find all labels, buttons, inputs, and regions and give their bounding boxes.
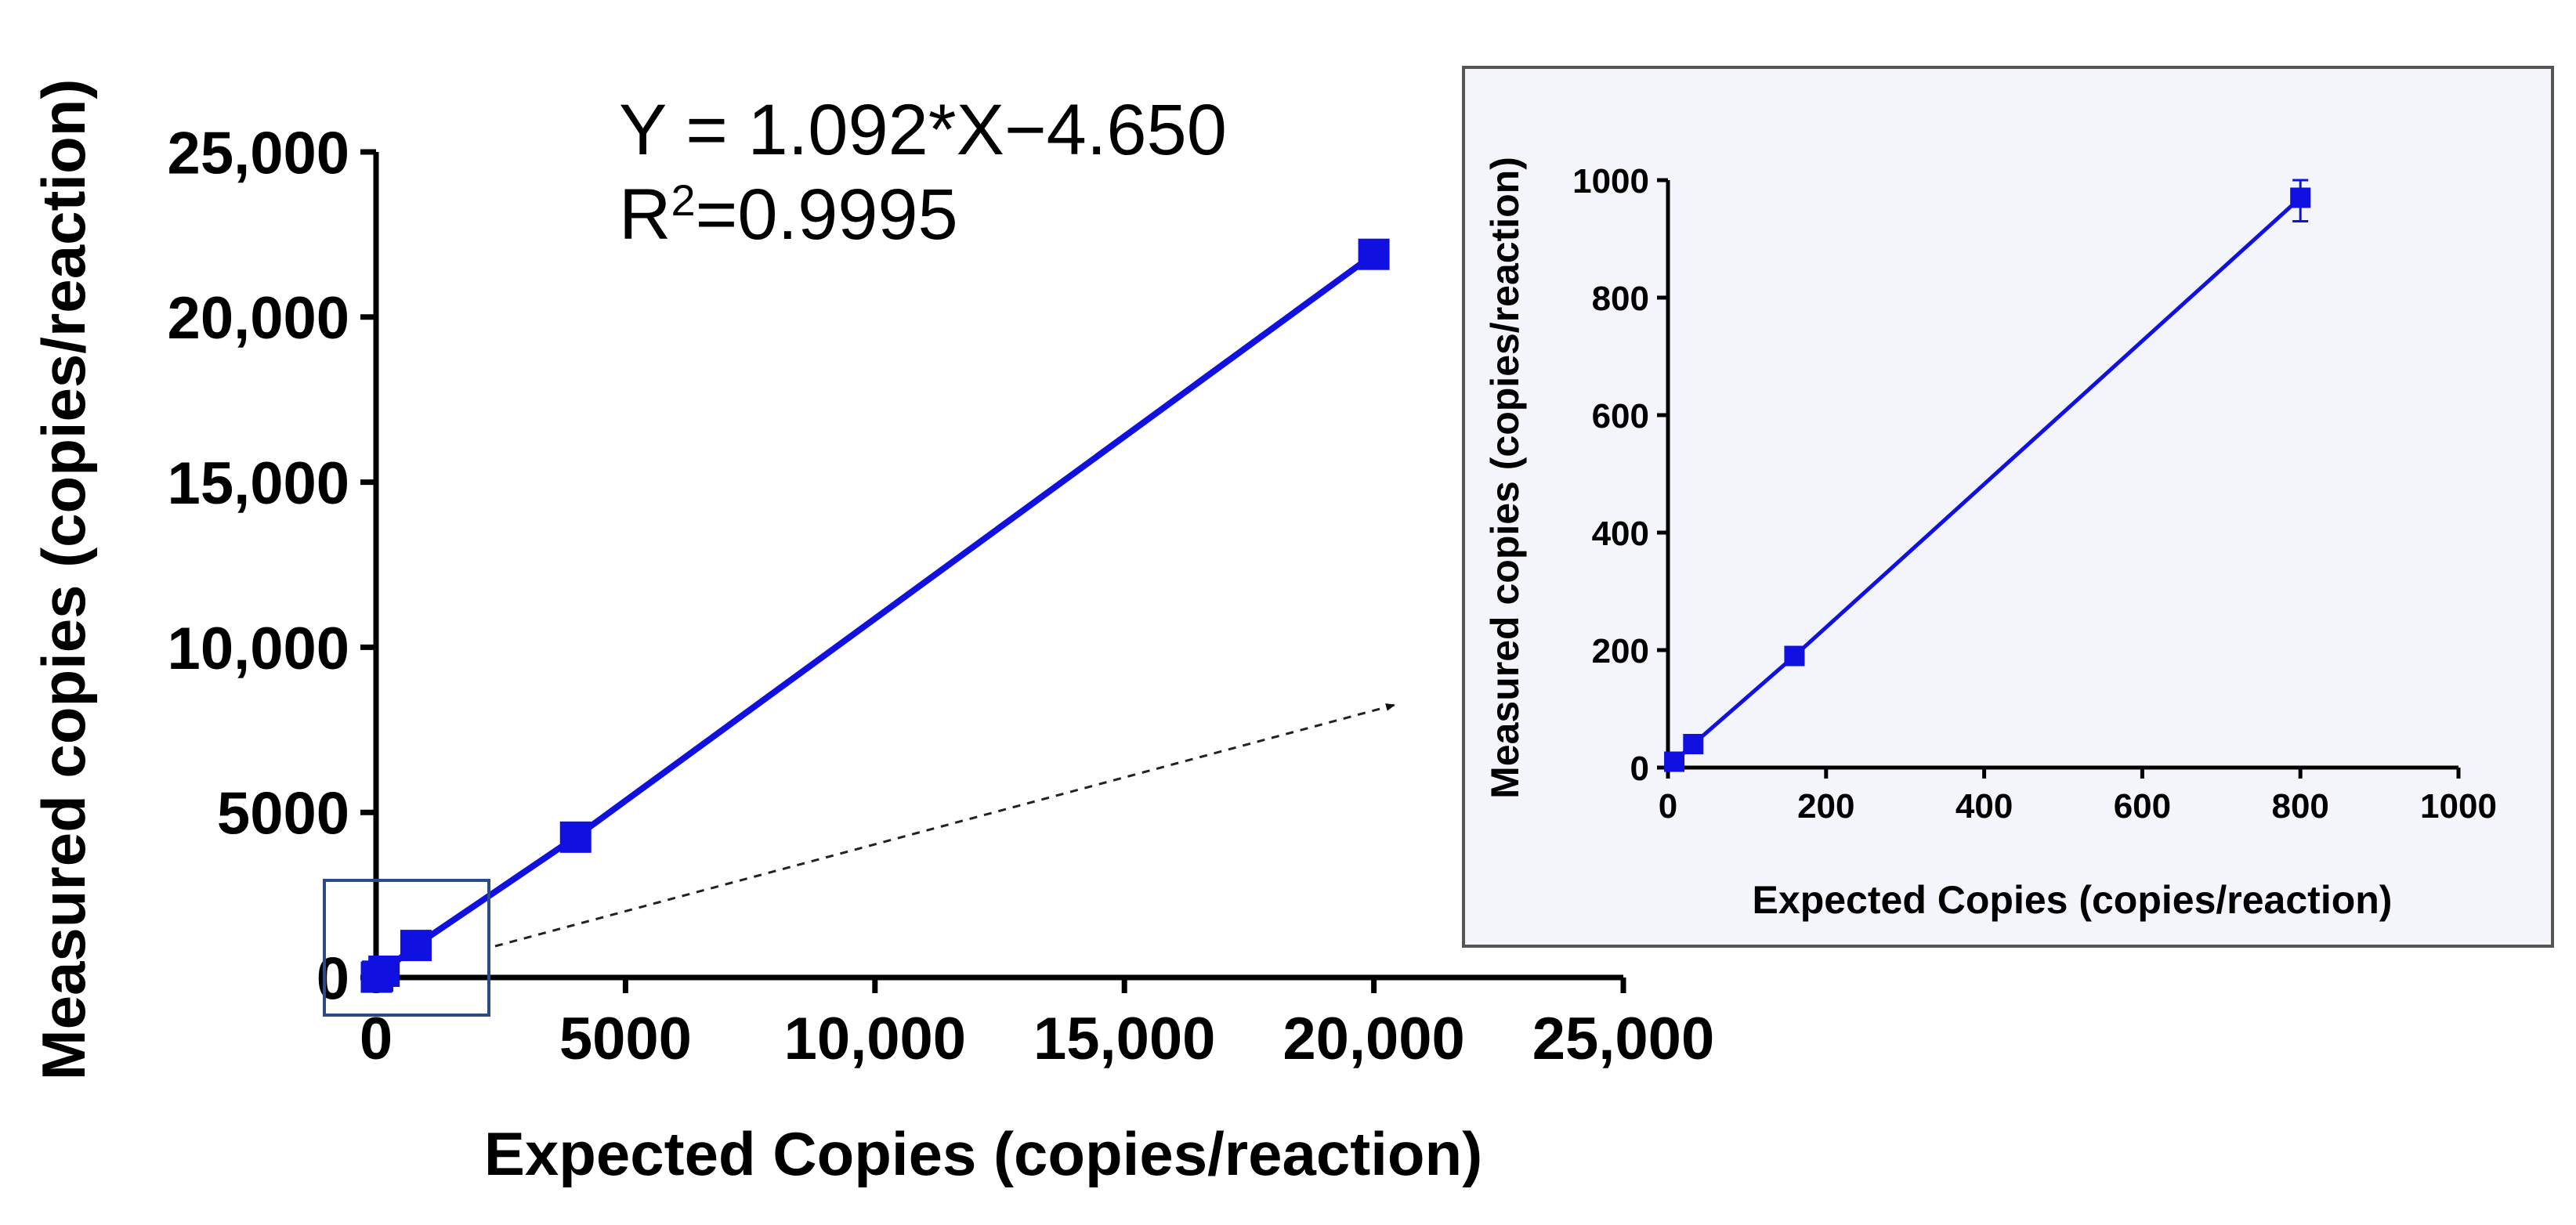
inset-x-tick-label: 600 <box>2114 787 2171 826</box>
inset-series-line <box>1673 196 2302 764</box>
main-x-tick-label: 15,000 <box>1033 1006 1215 1072</box>
inset-y-tick-label: 600 <box>1592 397 1649 435</box>
inset-data-point <box>1784 645 1805 667</box>
inset-y-tick-label: 800 <box>1592 280 1649 318</box>
main-x-tick-label: 20,000 <box>1283 1006 1464 1072</box>
inset-data-point <box>1664 751 1685 772</box>
zoom-arrow <box>494 703 1395 948</box>
inset-y-tick-label: 200 <box>1592 632 1649 670</box>
main-x-tick-label: 5000 <box>559 1006 692 1072</box>
regression-equation: Y = 1.092*X−4.650 R2=0.9995 <box>619 94 1227 251</box>
zoom-box <box>323 879 490 1017</box>
inset-y-axis-label: Measured copies (copies/reaction) <box>1483 157 1527 799</box>
main-data-point <box>559 821 592 853</box>
inset-x-tick-label: 0 <box>1659 787 1677 826</box>
inset-data-point <box>2290 187 2311 208</box>
main-data-point <box>368 955 400 987</box>
main-x-tick-label: 10,000 <box>784 1006 966 1072</box>
inset-data-point <box>1683 734 1704 754</box>
main-y-tick-label: 10,000 <box>168 616 349 682</box>
inset-y-tick-label: 400 <box>1592 515 1649 553</box>
inset-x-tick-label: 1000 <box>2420 787 2497 826</box>
main-data-point <box>400 930 432 962</box>
inset-y-tick-label: 0 <box>1630 750 1649 788</box>
r-squared: R2=0.9995 <box>619 175 958 255</box>
inset-x-tick-label: 400 <box>1956 787 2013 826</box>
inset-x-axis-label: Expected Copies (copies/reaction) <box>1753 878 2393 922</box>
main-y-tick-label: 20,000 <box>168 285 349 352</box>
main-x-tick-label: 25,000 <box>1532 1006 1714 1072</box>
main-x-axis-label: Expected Copies (copies/reaction) <box>484 1119 1482 1188</box>
main-y-tick-label: 5000 <box>217 781 349 847</box>
main-data-point <box>1358 238 1390 270</box>
main-y-axis-label: Measured copies (copies/reaction) <box>29 79 98 1081</box>
equation-line: Y = 1.092*X−4.650 <box>619 90 1227 170</box>
main-y-tick-label: 25,000 <box>168 120 349 186</box>
inset-x-tick-label: 800 <box>2271 787 2328 826</box>
inset-x-tick-label: 200 <box>1797 787 1854 826</box>
main-y-tick-label: 0 <box>317 945 349 1012</box>
main-y-tick-label: 15,000 <box>168 450 349 517</box>
main-x-tick-label: 0 <box>360 1006 393 1072</box>
inset-y-tick-label: 1000 <box>1572 162 1649 201</box>
inset-panel <box>1462 66 2554 948</box>
